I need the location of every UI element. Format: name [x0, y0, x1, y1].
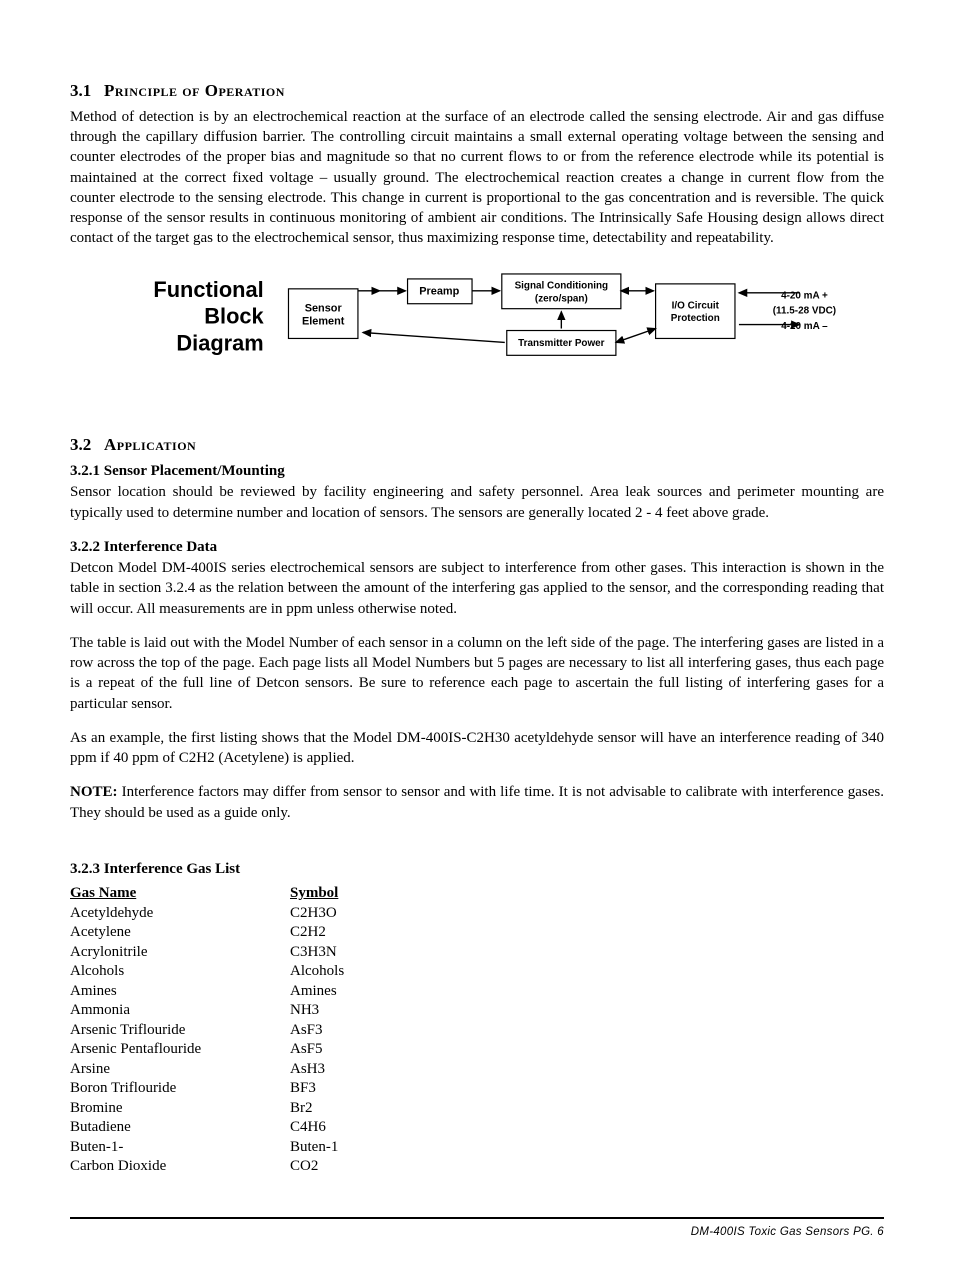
- heading-3-1-title: Principle of Operation: [104, 81, 285, 100]
- gas-name-cell: Amines: [70, 982, 290, 1002]
- gas-symbol-cell: AsF3: [290, 1021, 384, 1041]
- diagram-signal-l1: Signal Conditioning: [515, 280, 609, 291]
- gas-name-cell: Acrylonitrile: [70, 943, 290, 963]
- gas-name-cell: Acetyldehyde: [70, 904, 290, 924]
- gas-symbol-cell: C2H2: [290, 923, 384, 943]
- table-row: Buten-1-Buten-1: [70, 1138, 384, 1158]
- gas-symbol-cell: NH3: [290, 1001, 384, 1021]
- diagram-out2: (11.5-28 VDC): [773, 305, 836, 316]
- section-3-1-body: Method of detection is by an electrochem…: [70, 107, 884, 249]
- heading-3-1-num: 3.1: [70, 81, 91, 100]
- gas-symbol-cell: AsH3: [290, 1060, 384, 1080]
- gas-name-cell: Arsenic Pentaflouride: [70, 1040, 290, 1060]
- note-label: NOTE:: [70, 784, 118, 800]
- diagram-svg: Functional Block Diagram Sensor Element …: [90, 269, 864, 378]
- table-row: Arsenic PentaflourideAsF5: [70, 1040, 384, 1060]
- page-footer: DM-400IS Toxic Gas Sensors PG. 6: [70, 1217, 884, 1241]
- gas-symbol-cell: Br2: [290, 1099, 384, 1119]
- table-row: AcrylonitrileC3H3N: [70, 943, 384, 963]
- gas-symbol-cell: CO2: [290, 1157, 384, 1177]
- gas-symbol-cell: Amines: [290, 982, 384, 1002]
- section-3-2-2-p3: As an example, the first listing shows t…: [70, 728, 884, 769]
- functional-block-diagram: Functional Block Diagram Sensor Element …: [70, 269, 884, 384]
- section-3-2-2-note: NOTE: Interference factors may differ fr…: [70, 782, 884, 823]
- table-row: BromineBr2: [70, 1099, 384, 1119]
- table-row: AcetyleneC2H2: [70, 923, 384, 943]
- diagram-title-l2: Block: [204, 303, 264, 328]
- gas-symbol-cell: BF3: [290, 1079, 384, 1099]
- diagram-trans-power: Transmitter Power: [518, 338, 605, 349]
- gas-name-cell: Alcohols: [70, 962, 290, 982]
- heading-3-2-2: 3.2.2 Interference Data: [70, 537, 884, 557]
- gas-name-cell: Carbon Dioxide: [70, 1157, 290, 1177]
- table-row: ArsineAsH3: [70, 1060, 384, 1080]
- note-body: Interference factors may differ from sen…: [70, 784, 884, 820]
- gas-name-cell: Boron Triflouride: [70, 1079, 290, 1099]
- diagram-out1: 4-20 mA +: [781, 290, 828, 301]
- diagram-preamp: Preamp: [419, 285, 459, 297]
- gas-name-cell: Butadiene: [70, 1118, 290, 1138]
- gas-symbol-cell: C4H6: [290, 1118, 384, 1138]
- heading-3-2-3: 3.2.3 Interference Gas List: [70, 859, 884, 879]
- diagram-title-l3: Diagram: [176, 330, 263, 355]
- table-row: ButadieneC4H6: [70, 1118, 384, 1138]
- gas-symbol-cell: Alcohols: [290, 962, 384, 982]
- gas-name-cell: Buten-1-: [70, 1138, 290, 1158]
- diagram-signal-l2: (zero/span): [535, 293, 588, 304]
- section-3-2-1-body: Sensor location should be reviewed by fa…: [70, 482, 884, 523]
- gas-name-cell: Bromine: [70, 1099, 290, 1119]
- diagram-title-l1: Functional: [153, 276, 263, 301]
- heading-3-2-title: Application: [104, 435, 196, 454]
- diagram-out3: 4-20 mA –: [781, 321, 828, 332]
- table-row: Boron TriflourideBF3: [70, 1079, 384, 1099]
- gas-table-col-name: Gas Name: [70, 883, 290, 903]
- table-row: AmmoniaNH3: [70, 1001, 384, 1021]
- table-row: AcetyldehydeC2H3O: [70, 904, 384, 924]
- gas-list-table: Gas Name Symbol AcetyldehydeC2H3OAcetyle…: [70, 883, 384, 1176]
- heading-3-2-num: 3.2: [70, 435, 91, 454]
- gas-symbol-cell: AsF5: [290, 1040, 384, 1060]
- gas-name-cell: Ammonia: [70, 1001, 290, 1021]
- table-row: AlcoholsAlcohols: [70, 962, 384, 982]
- heading-3-1: 3.1 Principle of Operation: [70, 80, 884, 103]
- gas-symbol-cell: C2H3O: [290, 904, 384, 924]
- gas-symbol-cell: Buten-1: [290, 1138, 384, 1158]
- table-row: Carbon DioxideCO2: [70, 1157, 384, 1177]
- table-row: Arsenic TriflourideAsF3: [70, 1021, 384, 1041]
- gas-symbol-cell: C3H3N: [290, 943, 384, 963]
- gas-name-cell: Arsine: [70, 1060, 290, 1080]
- diagram-sensor-l1: Sensor: [305, 302, 343, 314]
- gas-name-cell: Arsenic Triflouride: [70, 1021, 290, 1041]
- diagram-sensor-l2: Element: [302, 315, 345, 327]
- section-3-2-2-p1: Detcon Model DM-400IS series electrochem…: [70, 558, 884, 619]
- heading-3-2: 3.2 Application: [70, 434, 884, 457]
- gas-name-cell: Acetylene: [70, 923, 290, 943]
- heading-3-2-1: 3.2.1 Sensor Placement/Mounting: [70, 461, 884, 481]
- gas-table-col-symbol: Symbol: [290, 883, 384, 903]
- section-3-2-2-p2: The table is laid out with the Model Num…: [70, 633, 884, 714]
- table-row: AminesAmines: [70, 982, 384, 1002]
- diagram-io-l1: I/O Circuit: [672, 300, 720, 311]
- diagram-io-l2: Protection: [671, 313, 720, 324]
